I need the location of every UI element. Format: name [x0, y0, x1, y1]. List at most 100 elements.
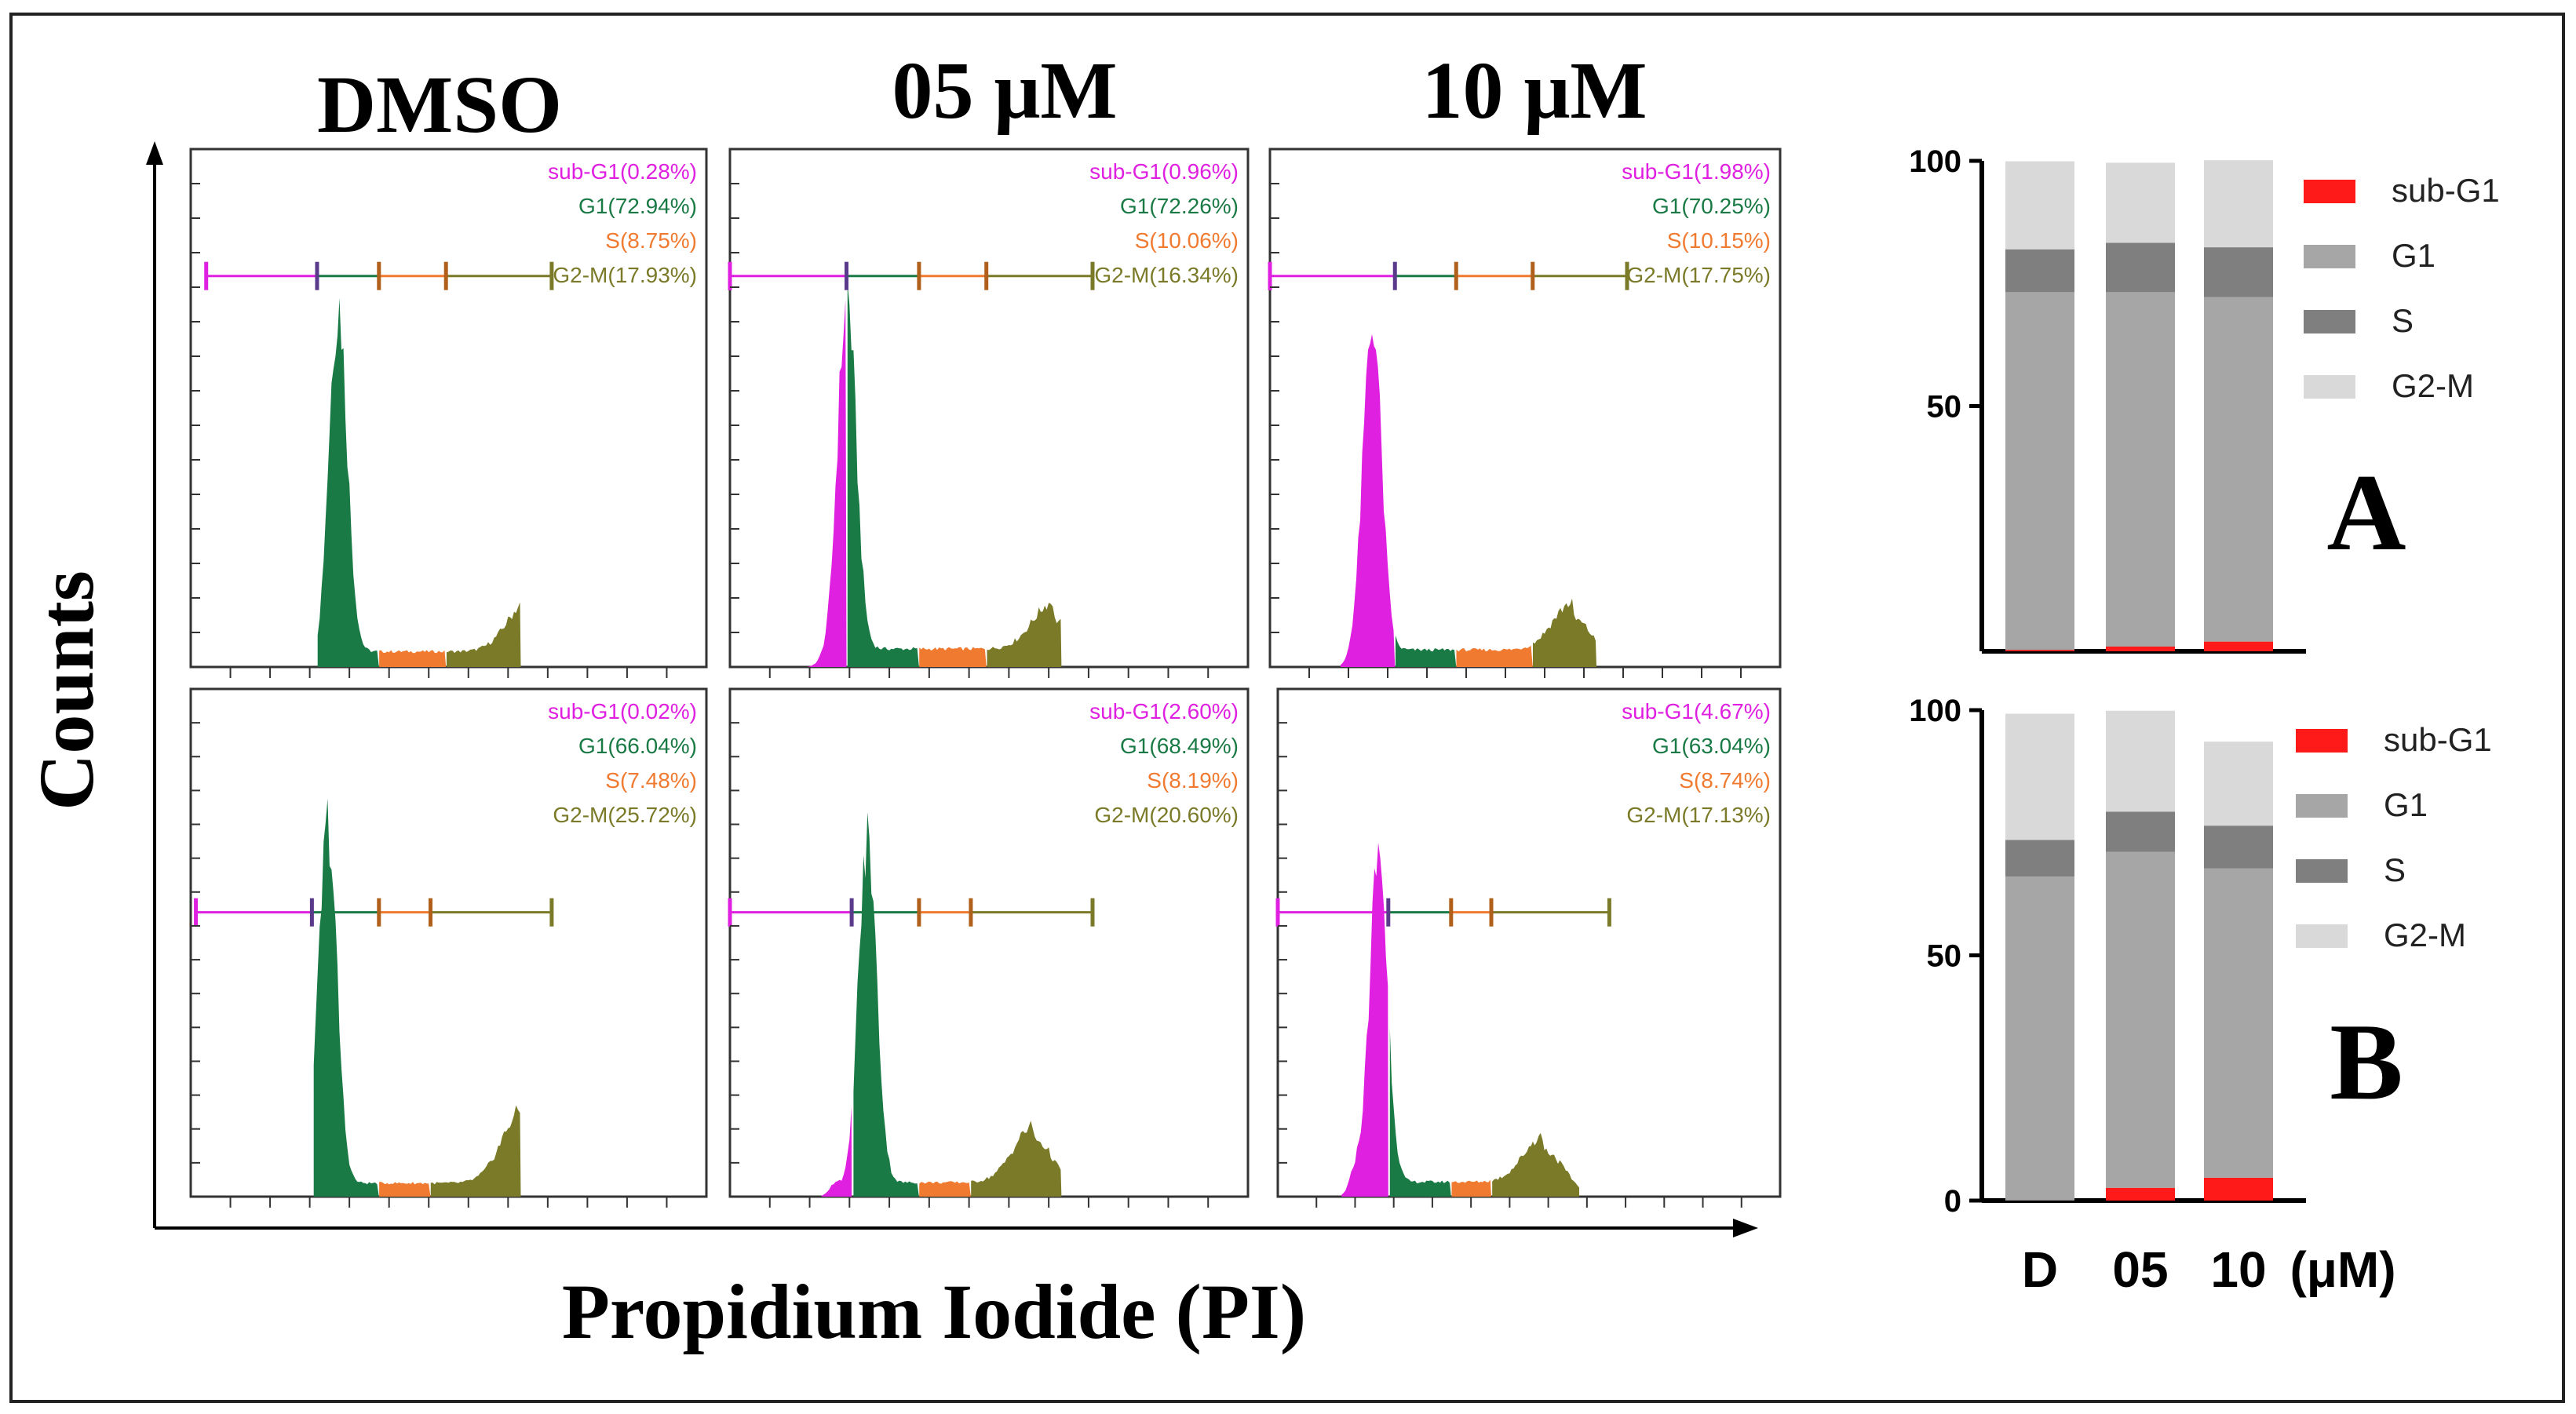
g2m-label: G2-M(17.93%)	[553, 263, 697, 287]
subg1-label: sub-G1(2.60%)	[1089, 699, 1239, 723]
legend-label: G2-M	[2392, 367, 2474, 404]
bar-g1-10	[2204, 868, 2273, 1178]
bar-g2-m-10	[2204, 160, 2273, 248]
subg1-label: sub-G1(0.02%)	[548, 699, 697, 723]
histogram-frame	[728, 687, 1250, 1198]
histogram-frame	[189, 687, 708, 1198]
histogram-frame	[728, 148, 1250, 669]
histogram-panel-1: sub-G1(0.28%) G1(72.94%) S(8.75%) G2-M(17.9…	[189, 148, 708, 678]
g1-label: G1(70.25%)	[1652, 194, 1771, 218]
histogram-frame	[1268, 148, 1782, 669]
histogram-panel-2: sub-G1(0.96%) G1(72.26%) S(10.06%) G2-M(16.…	[728, 148, 1250, 678]
bar-sub-g1-D	[2005, 650, 2074, 651]
column-title-10um: 10 μM	[1421, 46, 1647, 136]
subg1-region	[1341, 842, 1388, 1197]
y-tick-label: 100	[1909, 144, 1961, 179]
bar-s-05	[2106, 811, 2175, 852]
bar-g1-05	[2106, 292, 2175, 647]
legend-label: G1	[2392, 237, 2436, 274]
histogram-frame	[1276, 687, 1782, 1198]
subg1-region	[808, 299, 847, 667]
legend-swatch-g1	[2304, 245, 2355, 268]
y-tick-label: 100	[1909, 694, 1961, 728]
subg1-region	[1341, 333, 1396, 667]
histogram-panel-5: sub-G1(2.60%) G1(68.49%) S(8.19%) G2-M(20.6…	[728, 687, 1250, 1208]
legend-swatch-g2-m	[2296, 924, 2348, 948]
bar-g1-05	[2106, 851, 2175, 1188]
bar-sub-g1-05	[2106, 647, 2175, 651]
x-axis-label: Propidium Iodide (PI)	[562, 1268, 1306, 1355]
g2m-peak	[447, 602, 521, 667]
stacked-bar-chart-A: 100 50 sub-G1 G1 S G2-M A	[1909, 144, 2500, 654]
bar-s-10	[2204, 825, 2273, 869]
s-label: S(7.48%)	[605, 768, 697, 793]
histogram-panel-4: sub-G1(0.02%) G1(66.04%) S(7.48%) G2-M(25.7…	[189, 687, 708, 1208]
g1-peak	[1396, 635, 1457, 667]
g2m-label: G2-M(17.75%)	[1626, 263, 1771, 287]
legend-label: G2-M	[2384, 917, 2466, 953]
x-axis-arrow-head	[1733, 1219, 1758, 1237]
s-phase-region	[1451, 1179, 1491, 1197]
bar-s-D	[2005, 840, 2074, 877]
bar-g1-10	[2204, 297, 2273, 642]
legend-label: S	[2384, 851, 2406, 888]
column-title-dmso: DMSO	[317, 60, 562, 150]
s-phase-region	[1456, 645, 1533, 667]
y-tick-label: 50	[1927, 390, 1962, 425]
subg1-label: sub-G1(4.67%)	[1622, 699, 1771, 723]
histogram-panel-6: sub-G1(4.67%) G1(63.04%) S(8.74%) G2-M(17.1…	[1275, 687, 1782, 1208]
bar-g2-m-05	[2106, 710, 2175, 812]
bar-g1-D	[2005, 876, 2074, 1201]
legend-swatch-sub-g1	[2296, 729, 2348, 753]
column-title-05um: 05 μM	[892, 46, 1117, 136]
g2m-peak	[430, 1105, 521, 1197]
s-label: S(10.15%)	[1667, 228, 1771, 253]
y-axis-arrow-head	[146, 141, 163, 165]
s-label: S(10.06%)	[1135, 228, 1239, 253]
s-phase-region	[919, 1181, 971, 1197]
legend-swatch-g2-m	[2304, 375, 2355, 399]
bar-sub-g1-10	[2204, 1177, 2273, 1201]
legend-label: sub-G1	[2392, 172, 2500, 209]
bar-sub-g1-10	[2204, 641, 2273, 651]
g2m-label: G2-M(17.13%)	[1626, 803, 1771, 827]
g1-label: G1(72.94%)	[578, 194, 697, 218]
s-label: S(8.75%)	[605, 228, 697, 253]
subg1-label: sub-G1(1.98%)	[1622, 159, 1771, 184]
stacked-bar-charts: 100 50 sub-G1 G1 S G2-M A 100 50 0 sub-G1 G1 S G2-M B D…	[1909, 144, 2499, 1298]
stacked-bar-chart-B: 100 50 0 sub-G1 G1 S G2-M B D 05 10 (μM)	[1909, 694, 2491, 1298]
bar-g2-m-10	[2204, 742, 2273, 826]
g2m-label: G2-M(25.72%)	[553, 803, 697, 827]
panel-letter: B	[2330, 1001, 2403, 1123]
s-label: S(8.74%)	[1679, 768, 1771, 793]
s-label: S(8.19%)	[1147, 768, 1239, 793]
bar-s-D	[2005, 249, 2074, 293]
bar-sub-g1-05	[2106, 1187, 2175, 1201]
g1-label: G1(66.04%)	[578, 734, 697, 758]
g2m-label: G2-M(16.34%)	[1094, 263, 1239, 287]
subg1-label: sub-G1(0.96%)	[1089, 159, 1239, 184]
legend-label: G1	[2384, 786, 2428, 823]
x-category-label: 10	[2210, 1241, 2266, 1298]
g1-peak	[847, 282, 919, 667]
legend-swatch-g1	[2296, 794, 2348, 818]
g1-label: G1(72.26%)	[1120, 194, 1239, 218]
legend-label: sub-G1	[2384, 721, 2492, 758]
bar-g2-m-05	[2106, 162, 2175, 243]
g2m-peak	[1533, 598, 1596, 667]
g1-peak	[313, 798, 379, 1197]
g2m-peak	[1492, 1132, 1579, 1197]
legend-label: S	[2392, 302, 2414, 339]
y-axis-label: Counts	[23, 570, 110, 811]
histogram-panel-3: sub-G1(1.98%) G1(70.25%) S(10.15%) G2-M(17.…	[1268, 148, 1782, 678]
s-phase-region	[919, 647, 987, 667]
legend-swatch-s	[2304, 310, 2355, 333]
bar-g2-m-D	[2005, 713, 2074, 840]
x-unit-label: (μM)	[2290, 1241, 2395, 1298]
histogram-panels: sub-G1(0.28%) G1(72.94%) S(8.75%) G2-M(17.9…	[189, 148, 1782, 1208]
s-phase-region	[379, 650, 447, 667]
g2m-label: G2-M(20.60%)	[1094, 803, 1239, 827]
bar-g1-D	[2005, 292, 2074, 651]
bar-s-10	[2204, 247, 2273, 297]
